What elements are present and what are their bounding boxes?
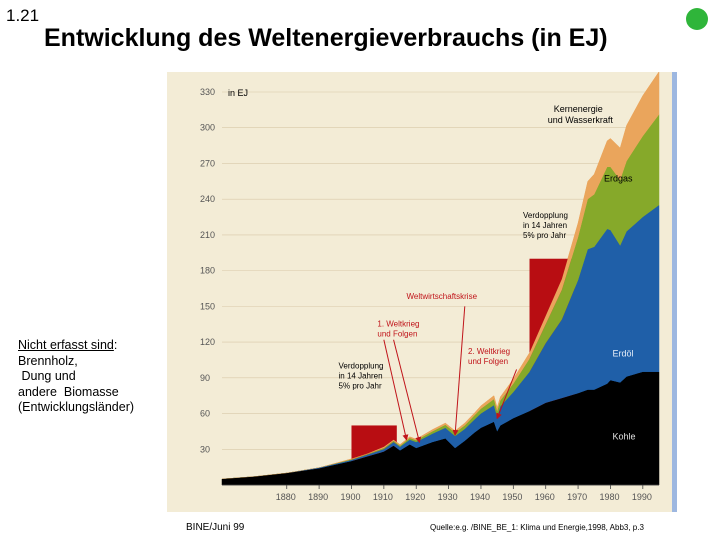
x-tick-label: 1990: [632, 492, 652, 502]
label-kernenergie: Kernenergie: [554, 104, 603, 114]
x-tick-label: 1910: [373, 492, 393, 502]
y-tick-label: 180: [200, 266, 215, 276]
y-tick-label: 240: [200, 194, 215, 204]
y-tick-label: 90: [200, 373, 210, 383]
x-tick-label: 1940: [470, 492, 490, 502]
chart-frame-edge: [672, 72, 677, 512]
annotation-label: und Folgen: [377, 330, 417, 339]
slide-title: Entwicklung des Weltenergieverbrauchs (i…: [44, 24, 608, 52]
annotation-arrow: [393, 339, 422, 444]
note-label: Nicht erfasst sind: [18, 338, 114, 352]
note-line: Dung und: [18, 369, 76, 383]
footer-publisher: BINE/Juni 99: [186, 522, 245, 533]
x-tick-label: 1900: [340, 492, 360, 502]
annotation-arrow: [383, 339, 409, 441]
annotation-label: 1. Weltkrieg: [377, 320, 419, 329]
x-tick-label: 1980: [599, 492, 619, 502]
note-not-included: Nicht erfasst sind: Brennholz, Dung und …: [18, 338, 134, 416]
highlight-label: 5% pro Jahr: [523, 231, 566, 240]
highlight-label: in 14 Jahren: [339, 371, 383, 380]
status-dot-icon: [686, 8, 708, 30]
x-tick-label: 1950: [502, 492, 522, 502]
label-kohle: Kohle: [612, 432, 635, 442]
note-line: Brennholz,: [18, 353, 78, 368]
annotation-label: und Folgen: [468, 357, 508, 366]
y-tick-label: 330: [200, 87, 215, 97]
y-tick-label: 30: [200, 444, 210, 454]
note-colon: :: [113, 338, 118, 352]
footer-source: Quelle:e.g. /BINE_BE_1: Klima und Energi…: [430, 523, 644, 532]
highlight-label: Verdopplung: [339, 361, 384, 370]
y-tick-label: 270: [200, 158, 215, 168]
annotation-label: Weltwirtschaftskrise: [407, 292, 478, 301]
label-wasserkraft: und Wasserkraft: [548, 115, 614, 125]
highlight-label: in 14 Jahren: [523, 221, 567, 230]
annotation-label: 2. Weltkrieg: [468, 347, 510, 356]
area-kohle-overlay: [222, 371, 659, 485]
y-tick-label: 60: [200, 409, 210, 419]
y-tick-label: 120: [200, 337, 215, 347]
highlight-label: Verdopplung: [523, 211, 568, 220]
x-tick-label: 1970: [567, 492, 587, 502]
x-tick-label: 1960: [535, 492, 555, 502]
energy-chart: 30 60 90 120 150 180 210 240 270 300 330 in EJ Verdo…: [167, 70, 677, 512]
note-line: andere Biomasse: [18, 384, 119, 399]
y-tick-label: 150: [200, 301, 215, 311]
x-tick-label: 1880: [276, 492, 296, 502]
y-tick-label: 210: [200, 230, 215, 240]
note-line: (Entwicklungsländer): [18, 400, 135, 414]
highlight-label: 5% pro Jahr: [339, 381, 382, 390]
annotation-arrow: [496, 369, 518, 420]
x-tick-label: 1930: [438, 492, 458, 502]
chart-frame: 30 60 90 120 150 180 210 240 270 300 330 in EJ Verdo…: [167, 70, 677, 512]
x-tick-label: 1920: [405, 492, 425, 502]
x-tick-label: 1890: [308, 492, 328, 502]
label-erdoel: Erdöl: [612, 348, 633, 358]
label-erdgas: Erdgas: [604, 173, 633, 183]
area-erdoel-overlay: [222, 205, 659, 480]
y-tick-label: 300: [200, 123, 215, 133]
slide-number: 1.21: [6, 6, 40, 25]
annotation-arrow: [452, 306, 466, 436]
y-axis-label: in EJ: [228, 88, 248, 98]
